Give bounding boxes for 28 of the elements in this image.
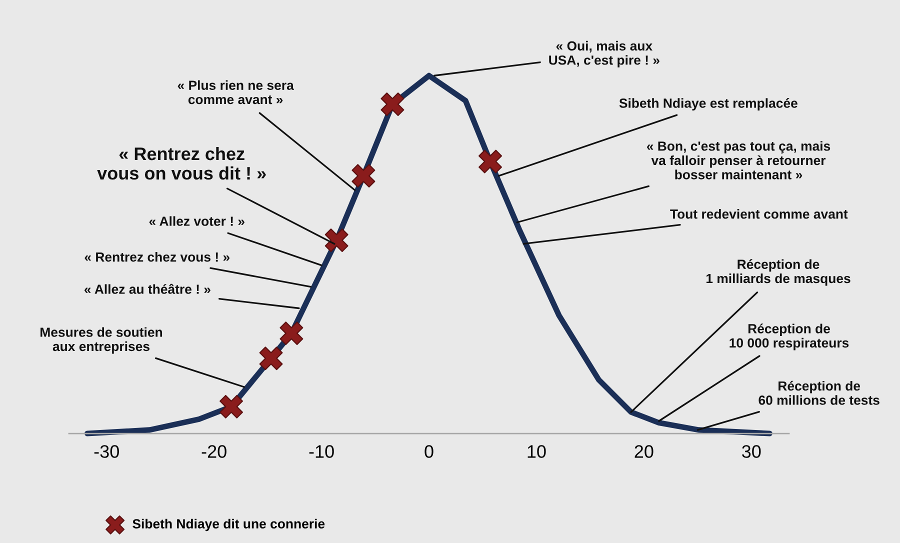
annotation: « Allez au théâtre ! » [84,284,210,294]
annotation: « Plus rien ne sera comme avant » [178,80,294,104]
annotation: Réception de 1 milliards de masques [706,259,850,286]
annotation: « Bon, c'est pas tout ça, mais va falloir penser à retourner bosser maintenant » [646,141,830,180]
annotation: « Rentrez chez vous ! » [84,252,230,262]
point [259,346,283,370]
point [352,164,376,188]
point [478,150,502,174]
annotation: Tout redevient comme avant [670,209,848,219]
legend-label: Sibeth Ndiaye dit une connerie [132,518,325,532]
annotation: Réception de 10 000 respirateurs [730,324,849,350]
annotation: « Rentrez chez vous on vous dit ! » [97,146,266,180]
x-tick-label: -30 [94,445,119,458]
annotation: Sibeth Ndiaye est remplacée [619,98,798,110]
x-tick-label: -20 [202,445,226,458]
annotation: Réception de 60 millions de tests [758,380,880,405]
point [324,228,348,252]
x-tick-label: 0 [424,445,434,458]
x-tick-label: 10 [528,445,546,458]
x-tick-label: 30 [742,445,761,458]
point [380,92,404,116]
x-tick-label: -10 [309,445,334,458]
annotation: « Oui, mais aux USA, c'est pire ! » [549,40,660,68]
x-tick-label: 20 [634,445,654,458]
point [280,322,304,346]
annotation: Mesures de soutien aux entreprises [40,327,162,354]
point [220,394,244,418]
annotation: « Allez voter ! » [149,216,244,226]
